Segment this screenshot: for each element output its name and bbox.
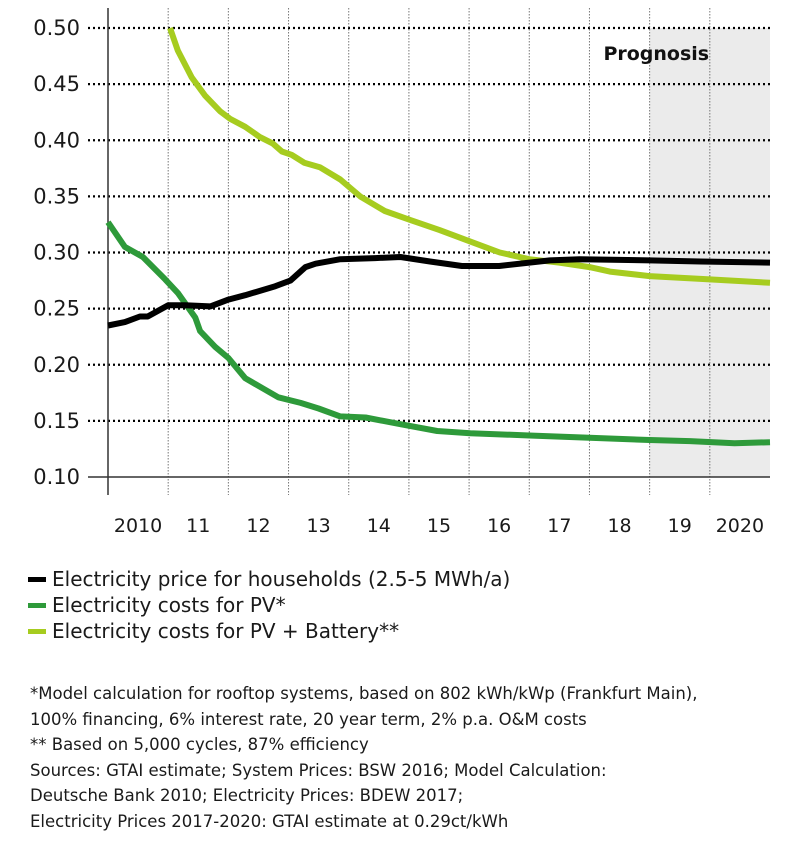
y-tick-label: 0.30: [33, 241, 80, 265]
vertical-gridlines: [167, 8, 711, 495]
legend-item-households: Electricity price for households (2.5-5 …: [28, 566, 510, 592]
x-tick-label: 14: [367, 515, 391, 537]
pv-cost-line: [105, 220, 771, 447]
x-tick-labels: 2010 11 12 13 14 15 16 17 18 19 2020: [114, 515, 764, 537]
legend-swatch-pv-battery: [28, 628, 46, 634]
y-tick-label: 0.40: [33, 128, 80, 152]
y-tick-labels: 0.50 0.45 0.40 0.35 0.30 0.25 0.20 0.15 0.10: [33, 16, 80, 489]
legend-label-households: Electricity price for households (2.5-5 …: [52, 567, 511, 591]
y-tick-label: 0.20: [33, 353, 80, 377]
y-tick-label: 0.25: [33, 297, 80, 321]
line-chart: 0.50 0.45 0.40 0.35 0.30 0.25 0.20 0.15 0.10 201…: [33, 8, 771, 537]
footnote-line: Deutsche Bank 2010; Electricity Prices: …: [30, 786, 464, 805]
x-tick-label: 2010: [114, 515, 162, 537]
x-tick-label: 11: [186, 515, 210, 537]
footnote-line: 100% financing, 6% interest rate, 20 yea…: [30, 709, 587, 729]
y-tick-label: 0.50: [33, 16, 80, 40]
x-tick-label: 12: [246, 515, 270, 537]
legend: Electricity price for households (2.5-5 …: [28, 566, 510, 644]
legend-label-pv: Electricity costs for PV*: [52, 593, 286, 617]
pv-battery-cost-line: [167, 27, 771, 286]
prognosis-label: Prognosis: [603, 43, 709, 65]
legend-item-pv: Electricity costs for PV*: [28, 592, 510, 618]
legend-label-pv-battery: Electricity costs for PV + Battery**: [52, 619, 400, 643]
x-tick-label: 17: [547, 515, 571, 537]
legend-swatch-pv: [28, 602, 46, 608]
x-tick-label: 2020: [716, 515, 764, 537]
footnote-line: *Model calculation for rooftop systems, …: [30, 684, 698, 703]
footnote-line: Electricity Prices 2017-2020: GTAI estim…: [30, 811, 509, 831]
x-tick-label: 18: [607, 515, 631, 537]
y-tick-label: 0.10: [33, 465, 80, 489]
x-tick-label: 15: [427, 515, 451, 537]
series-lines: [105, 27, 771, 447]
footnote-line: ** Based on 5,000 cycles, 87% efficiency: [30, 735, 369, 754]
footnote-line: Sources: GTAI estimate; System Prices: B…: [30, 760, 607, 780]
footnotes: *Model calculation for rooftop systems, …: [30, 681, 698, 834]
households-price-line: [107, 254, 771, 329]
legend-item-pv-battery: Electricity costs for PV + Battery**: [28, 618, 510, 644]
y-tick-label: 0.45: [33, 72, 80, 96]
legend-swatch-households: [28, 576, 46, 582]
x-tick-label: 19: [668, 515, 692, 537]
horizontal-gridlines: [88, 26, 770, 422]
y-tick-label: 0.35: [33, 184, 80, 208]
y-tick-label: 0.15: [33, 409, 80, 433]
x-tick-label: 13: [307, 515, 331, 537]
x-tick-label: 16: [487, 515, 511, 537]
